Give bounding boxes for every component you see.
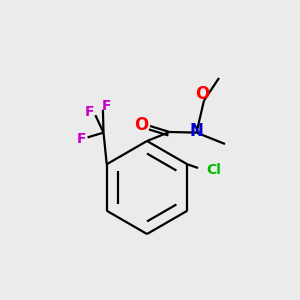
- Text: Cl: Cl: [206, 163, 221, 176]
- Text: O: O: [195, 85, 210, 103]
- Text: O: O: [134, 116, 149, 134]
- Text: F: F: [76, 132, 86, 145]
- Text: F: F: [102, 99, 111, 112]
- Text: N: N: [190, 122, 203, 140]
- Text: F: F: [85, 105, 95, 118]
